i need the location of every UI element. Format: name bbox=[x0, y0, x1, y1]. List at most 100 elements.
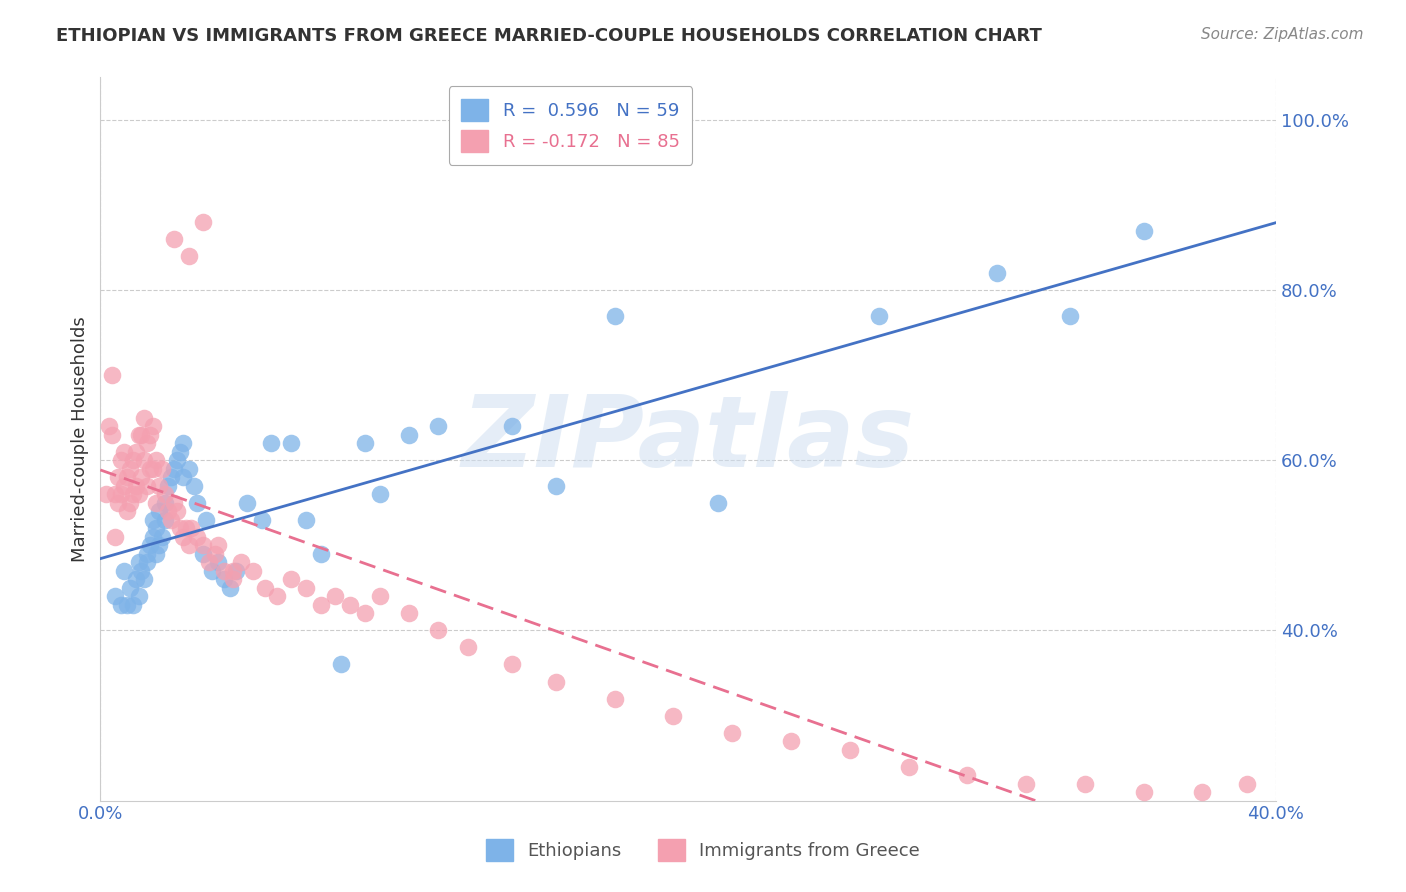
Point bbox=[174, 521, 197, 535]
Point bbox=[266, 590, 288, 604]
Point bbox=[142, 530, 165, 544]
Point bbox=[121, 453, 143, 467]
Point bbox=[136, 555, 159, 569]
Point bbox=[128, 487, 150, 501]
Point bbox=[145, 496, 167, 510]
Point bbox=[1191, 785, 1213, 799]
Point bbox=[160, 513, 183, 527]
Point bbox=[457, 640, 479, 655]
Point bbox=[112, 564, 135, 578]
Legend: R =  0.596   N = 59, R = -0.172   N = 85: R = 0.596 N = 59, R = -0.172 N = 85 bbox=[449, 87, 693, 165]
Point bbox=[193, 215, 215, 229]
Point bbox=[1059, 309, 1081, 323]
Point bbox=[218, 581, 240, 595]
Point bbox=[838, 742, 860, 756]
Point bbox=[177, 249, 200, 263]
Point bbox=[544, 479, 567, 493]
Point bbox=[160, 470, 183, 484]
Point bbox=[110, 598, 132, 612]
Point bbox=[195, 513, 218, 527]
Point bbox=[295, 581, 318, 595]
Point bbox=[253, 581, 276, 595]
Point bbox=[163, 496, 186, 510]
Point bbox=[501, 657, 523, 672]
Point bbox=[131, 564, 153, 578]
Point bbox=[110, 453, 132, 467]
Point bbox=[186, 496, 208, 510]
Point bbox=[134, 453, 156, 467]
Point bbox=[242, 564, 264, 578]
Point bbox=[398, 607, 420, 621]
Point bbox=[339, 598, 361, 612]
Point bbox=[98, 419, 121, 434]
Point bbox=[115, 504, 138, 518]
Point bbox=[603, 309, 626, 323]
Point bbox=[427, 419, 450, 434]
Point bbox=[136, 479, 159, 493]
Point bbox=[221, 564, 243, 578]
Point bbox=[1236, 776, 1258, 790]
Point bbox=[118, 496, 141, 510]
Point bbox=[121, 487, 143, 501]
Point bbox=[207, 555, 229, 569]
Point bbox=[115, 470, 138, 484]
Point bbox=[112, 444, 135, 458]
Point bbox=[280, 573, 302, 587]
Point bbox=[169, 521, 191, 535]
Point bbox=[368, 487, 391, 501]
Point bbox=[128, 590, 150, 604]
Point bbox=[136, 436, 159, 450]
Point bbox=[172, 530, 194, 544]
Y-axis label: Married-couple Households: Married-couple Households bbox=[72, 316, 89, 562]
Point bbox=[706, 496, 728, 510]
Text: ETHIOPIAN VS IMMIGRANTS FROM GREECE MARRIED-COUPLE HOUSEHOLDS CORRELATION CHART: ETHIOPIAN VS IMMIGRANTS FROM GREECE MARR… bbox=[56, 27, 1042, 45]
Point bbox=[721, 725, 744, 739]
Point bbox=[180, 521, 202, 535]
Point bbox=[280, 436, 302, 450]
Point bbox=[897, 759, 920, 773]
Point bbox=[603, 691, 626, 706]
Point bbox=[145, 453, 167, 467]
Point bbox=[104, 530, 127, 544]
Point bbox=[780, 734, 803, 748]
Point bbox=[177, 462, 200, 476]
Point bbox=[142, 419, 165, 434]
Point bbox=[260, 436, 283, 450]
Point bbox=[427, 624, 450, 638]
Legend: Ethiopians, Immigrants from Greece: Ethiopians, Immigrants from Greece bbox=[474, 827, 932, 874]
Point bbox=[112, 479, 135, 493]
Point bbox=[101, 368, 124, 383]
Point bbox=[134, 410, 156, 425]
Point bbox=[128, 555, 150, 569]
Point bbox=[166, 453, 188, 467]
Point bbox=[1015, 776, 1038, 790]
Point bbox=[193, 538, 215, 552]
Point bbox=[193, 547, 215, 561]
Point bbox=[166, 504, 188, 518]
Point bbox=[1132, 785, 1154, 799]
Point bbox=[153, 496, 176, 510]
Point bbox=[956, 768, 979, 782]
Point bbox=[139, 427, 162, 442]
Point bbox=[156, 504, 179, 518]
Point bbox=[309, 598, 332, 612]
Point bbox=[201, 564, 224, 578]
Point bbox=[118, 581, 141, 595]
Point bbox=[96, 487, 118, 501]
Point bbox=[163, 232, 186, 246]
Point bbox=[986, 266, 1008, 280]
Point bbox=[118, 462, 141, 476]
Point bbox=[172, 436, 194, 450]
Point bbox=[204, 547, 226, 561]
Point bbox=[1132, 224, 1154, 238]
Point bbox=[295, 513, 318, 527]
Point bbox=[104, 487, 127, 501]
Point bbox=[142, 513, 165, 527]
Point bbox=[207, 538, 229, 552]
Point bbox=[250, 513, 273, 527]
Point bbox=[309, 547, 332, 561]
Point bbox=[115, 598, 138, 612]
Point bbox=[148, 538, 170, 552]
Point bbox=[398, 427, 420, 442]
Point bbox=[325, 590, 347, 604]
